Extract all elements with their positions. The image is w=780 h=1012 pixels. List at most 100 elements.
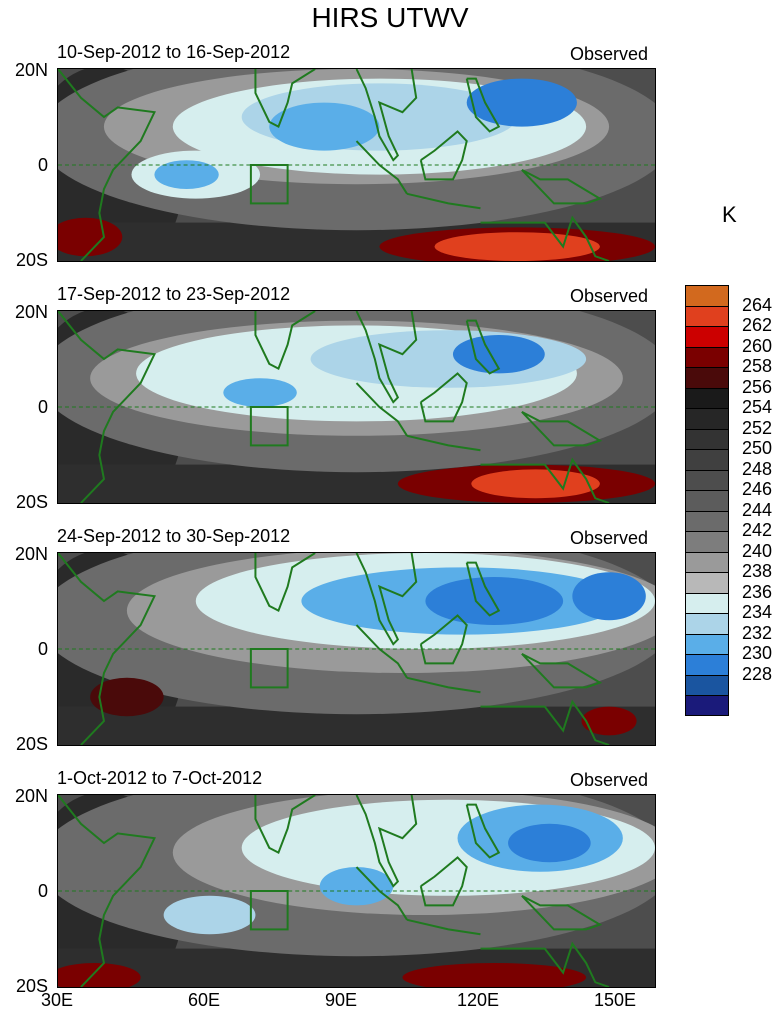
colorbar-label: 236	[742, 581, 773, 602]
field-contour	[452, 335, 545, 374]
panel-observed-label: Observed	[569, 286, 648, 306]
field-contour	[154, 160, 219, 189]
colorbar-label: 264	[742, 294, 773, 315]
colorbar-swatch	[685, 305, 729, 326]
region-box	[249, 406, 289, 447]
panel-observed-label: Observed	[569, 44, 648, 64]
colorbar-swatch	[685, 490, 729, 511]
field-contour	[466, 78, 577, 127]
figure-title: HIRS UTWV	[311, 2, 469, 33]
colorbar-swatch	[685, 695, 729, 716]
y-tick-label: 20N	[14, 60, 48, 80]
region-box	[249, 648, 289, 689]
colorbar-label: 244	[742, 499, 773, 520]
field-contour	[58, 963, 141, 987]
colorbar-swatch	[685, 449, 729, 470]
field-contour	[163, 895, 256, 935]
utwv-field	[58, 795, 655, 987]
colorbar-swatch	[685, 510, 729, 531]
panel-date-range: 1-Oct-2012 to 7-Oct-2012	[57, 768, 263, 788]
map-panel-2	[57, 310, 656, 504]
field-contour	[471, 469, 600, 499]
region-box	[249, 164, 289, 205]
map-panel-4	[57, 794, 656, 988]
colorbar-label: 232	[742, 622, 773, 643]
y-tick-label: 20N	[14, 786, 48, 806]
y-tick-label: 0	[37, 881, 48, 901]
x-tick-label: 60E	[187, 990, 221, 1010]
utwv-field	[58, 553, 655, 745]
utwv-field	[58, 311, 655, 503]
field-contour	[581, 706, 637, 736]
colorbar-swatch	[685, 654, 729, 675]
colorbar-swatch	[685, 674, 729, 695]
field-contour	[310, 330, 587, 388]
y-tick-label: 20S	[15, 976, 48, 996]
y-tick-label: 0	[37, 639, 48, 659]
colorbar-swatch	[685, 469, 729, 490]
colorbar-label: 228	[742, 663, 773, 684]
colorbar-label: 256	[742, 376, 773, 397]
y-tick-label: 20S	[15, 492, 48, 512]
colorbar-unit: K	[722, 202, 737, 227]
panel-observed-label: Observed	[569, 770, 648, 790]
field-contour	[508, 823, 591, 863]
colorbar-label: 262	[742, 315, 773, 335]
colorbar-label: 234	[742, 602, 773, 622]
colorbar-swatch	[685, 367, 729, 388]
colorbar-label: 230	[742, 643, 773, 663]
map-panel-1	[57, 68, 656, 262]
colorbar-swatch	[685, 387, 729, 408]
region-box	[249, 890, 289, 931]
field-contour	[434, 232, 600, 261]
colorbar-label: 240	[742, 540, 773, 561]
field-contour	[90, 677, 164, 717]
panel-date-range: 17-Sep-2012 to 23-Sep-2012	[57, 284, 291, 304]
y-tick-label: 0	[37, 397, 48, 417]
colorbar-swatch	[685, 633, 729, 654]
colorbar-label: 252	[742, 417, 773, 438]
x-tick-label: 90E	[324, 990, 358, 1010]
panel-date-range: 10-Sep-2012 to 16-Sep-2012	[57, 42, 291, 62]
coastline	[58, 795, 610, 987]
colorbar-swatch	[685, 408, 729, 429]
field-contour	[319, 867, 394, 906]
colorbar-label: 250	[742, 438, 773, 458]
coastline	[58, 311, 610, 503]
coastline	[58, 553, 610, 745]
panel-date-range: 24-Sep-2012 to 30-Sep-2012	[57, 526, 291, 546]
colorbar-swatch	[685, 572, 729, 593]
colorbar-label: 246	[742, 479, 773, 499]
colorbar-label: 242	[742, 520, 773, 540]
colorbar-label: 258	[742, 356, 773, 376]
colorbar-label: 260	[742, 335, 773, 356]
colorbar-swatch	[685, 531, 729, 552]
colorbar-swatch	[685, 326, 729, 347]
field-contour	[572, 572, 646, 621]
field-contour	[223, 378, 297, 407]
colorbar-swatch	[685, 592, 729, 613]
colorbar-label: 248	[742, 458, 773, 479]
colorbar-swatch	[685, 613, 729, 634]
colorbar-label: 254	[742, 397, 773, 417]
x-tick-label: 120E	[456, 990, 500, 1010]
x-tick-label: 30E	[40, 990, 74, 1010]
coastline	[58, 69, 610, 261]
colorbar-swatch	[685, 285, 729, 306]
y-tick-label: 20N	[14, 302, 48, 322]
utwv-field	[58, 69, 655, 261]
colorbar-swatch	[685, 346, 729, 367]
colorbar-swatch	[685, 428, 729, 449]
y-tick-label: 0	[37, 155, 48, 175]
y-tick-label: 20N	[14, 544, 48, 564]
field-contour	[269, 102, 380, 151]
panel-observed-label: Observed	[569, 528, 648, 548]
colorbar	[685, 285, 729, 716]
map-panel-3	[57, 552, 656, 746]
colorbar-swatch	[685, 551, 729, 572]
y-tick-label: 20S	[15, 250, 48, 270]
field-contour	[402, 963, 587, 987]
field-contour	[58, 217, 123, 257]
colorbar-label: 238	[742, 561, 773, 581]
y-tick-label: 20S	[15, 734, 48, 754]
